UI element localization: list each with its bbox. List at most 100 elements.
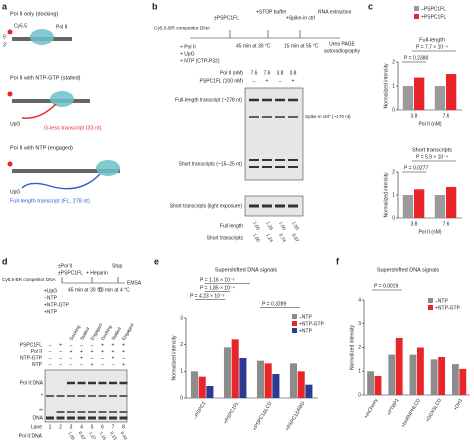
label: autoradiography <box>324 48 361 54</box>
y-tick-label: 3 <box>180 315 183 321</box>
label: + <box>101 349 104 355</box>
y-tick-label: 0 <box>392 215 395 221</box>
label: * <box>41 393 43 399</box>
gel-band <box>56 411 65 413</box>
gel-band <box>275 166 285 168</box>
label: + <box>122 362 125 368</box>
label: 1 <box>49 424 52 430</box>
bar <box>297 371 305 398</box>
gel-band <box>88 395 96 397</box>
gel-band <box>98 411 107 413</box>
gel-band <box>119 416 128 420</box>
label: +UpG <box>44 288 57 294</box>
gel-band <box>67 381 75 385</box>
label: P = 0.3289 <box>262 301 286 307</box>
label: 20 min at 4 °C <box>98 287 130 293</box>
bar <box>414 77 425 110</box>
bar <box>446 186 457 218</box>
gel-band <box>98 416 107 420</box>
label: + <box>122 349 125 355</box>
bar <box>198 376 206 398</box>
y-tick-label: 0 <box>358 392 361 398</box>
label: 5 <box>91 424 94 430</box>
label: 0.67 <box>78 431 87 442</box>
label: 1.16 <box>99 431 108 442</box>
label: 3′ <box>3 42 7 48</box>
legend-label: –NTP <box>435 298 448 304</box>
label: ** <box>39 408 43 414</box>
gel-band <box>56 395 65 397</box>
bar <box>451 364 459 395</box>
label: P = 1.16 × 10⁻³ <box>200 277 235 283</box>
gel-band <box>275 116 285 118</box>
gel-band <box>46 416 54 420</box>
gel-band <box>262 98 272 102</box>
gel-band <box>262 166 272 168</box>
y-tick-label: 1 <box>392 83 395 89</box>
cartoons <box>7 29 340 423</box>
label: + Heparin <box>86 270 108 276</box>
gel-band <box>46 395 54 397</box>
label: 1.00 <box>252 221 261 232</box>
bar <box>459 368 467 395</box>
gel-band <box>67 395 75 397</box>
label: Full-length <box>419 37 445 43</box>
bar <box>388 354 396 395</box>
label: – <box>59 362 62 368</box>
gel-band <box>77 416 86 420</box>
label: Stalled <box>79 326 91 341</box>
panel-label: a <box>2 1 8 11</box>
legend-swatch <box>292 314 297 319</box>
gel-band <box>98 395 107 397</box>
label: Short transcripts (light exposure) <box>170 203 243 209</box>
legend-label: +NTP <box>299 328 313 334</box>
label: Pol II <box>56 24 67 30</box>
bar <box>417 347 424 395</box>
label: + <box>59 342 62 348</box>
label: – <box>49 349 52 355</box>
bar <box>409 354 417 395</box>
y-axis-label: Normalized intensity <box>349 324 355 370</box>
label: – <box>91 342 94 348</box>
y-tick-label: 0 <box>180 395 183 401</box>
label: 0.15 <box>109 431 118 442</box>
label: ±PSPC1FL <box>58 270 83 276</box>
bar <box>272 374 280 398</box>
gel-band <box>88 381 96 385</box>
panel-label: e <box>154 256 159 266</box>
label: Short transcripts (~15–25 nt) <box>178 161 242 167</box>
y-tick-label: 0 <box>392 107 395 113</box>
label: 1.29 <box>265 221 274 232</box>
y-tick-label: 1 <box>358 369 361 375</box>
label: 45 min at 30 °C <box>236 43 271 49</box>
x-tick-label: +DDX5LCD <box>425 397 444 423</box>
x-tick-label: +PSPC1ΔRBD <box>285 400 307 432</box>
label: Pol II:DNA <box>19 433 43 439</box>
label: Supershifted DNA signals <box>215 267 278 273</box>
bar <box>434 86 446 110</box>
label: 7.6 <box>251 70 258 76</box>
label: +NTP-GTP <box>44 302 70 308</box>
bar <box>256 360 265 398</box>
label: 0.74 <box>278 233 287 244</box>
legend-label: –NTP <box>299 314 312 320</box>
gel-band <box>275 159 285 161</box>
x-tick-label: +PSPC1ΔLCD <box>252 400 274 432</box>
legend-swatch <box>428 298 433 303</box>
x-tick-label: +mCherry <box>363 397 379 420</box>
legend-label: +NTP-GTP <box>299 321 325 327</box>
label: 3.8 <box>277 70 284 76</box>
label: Urea PAGE <box>329 41 355 47</box>
legend-label: +NTP-GTP <box>435 305 461 311</box>
label: + <box>91 349 94 355</box>
label: 15 min at 55 °C <box>284 43 319 49</box>
label: 45 min at 30 °C <box>68 287 103 293</box>
gel-band <box>119 395 128 397</box>
label: Stop <box>112 263 123 269</box>
label: 7 <box>112 424 115 430</box>
label: 2 <box>59 424 62 430</box>
label: P = 4.23 × 10⁻³ <box>190 293 225 299</box>
gel-band <box>262 159 272 161</box>
label: Full-length transcript (FL, 278 nt) <box>10 198 90 204</box>
gel-band <box>77 381 86 385</box>
